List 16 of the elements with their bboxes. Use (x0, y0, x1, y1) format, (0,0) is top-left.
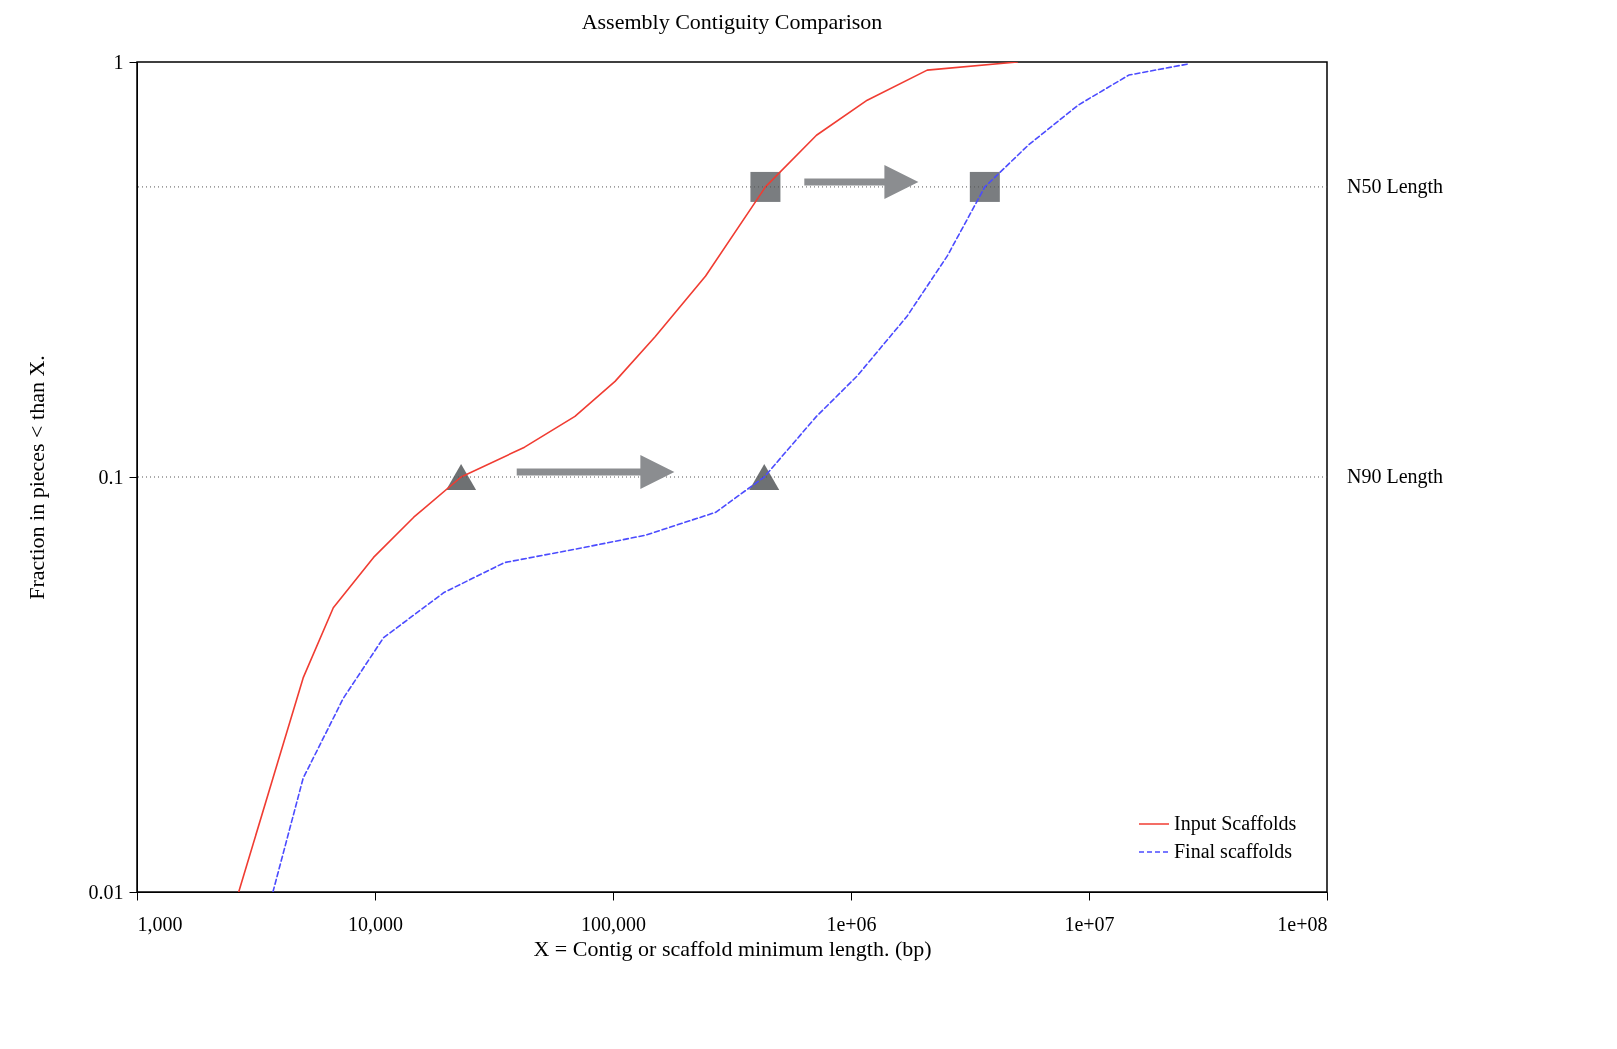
x-tick-label: 1e+07 (1064, 912, 1115, 935)
x-tick-label: 1,000 (137, 912, 183, 935)
ref-line-label: N90 Length (1347, 465, 1444, 488)
x-tick-label: 1e+06 (826, 912, 877, 935)
legend-label: Final scaffolds (1174, 840, 1293, 862)
chart-title: Assembly Contiguity Comparison (581, 9, 883, 34)
x-tick-label: 10,000 (348, 912, 403, 935)
x-tick-label: 100,000 (581, 912, 646, 935)
y-axis-title: Fraction in pieces < than X. (23, 355, 49, 600)
x-axis-title: X = Contig or scaffold minimum length. (bp) (533, 935, 932, 961)
y-tick-label: 0.1 (98, 465, 124, 488)
legend-label: Input Scaffolds (1174, 812, 1297, 835)
ref-line-label: N50 Length (1347, 174, 1444, 198)
x-tick-label: 1e+08 (1277, 912, 1328, 935)
y-tick-label: 1 (113, 50, 124, 73)
y-tick-label: 0.01 (88, 880, 124, 903)
